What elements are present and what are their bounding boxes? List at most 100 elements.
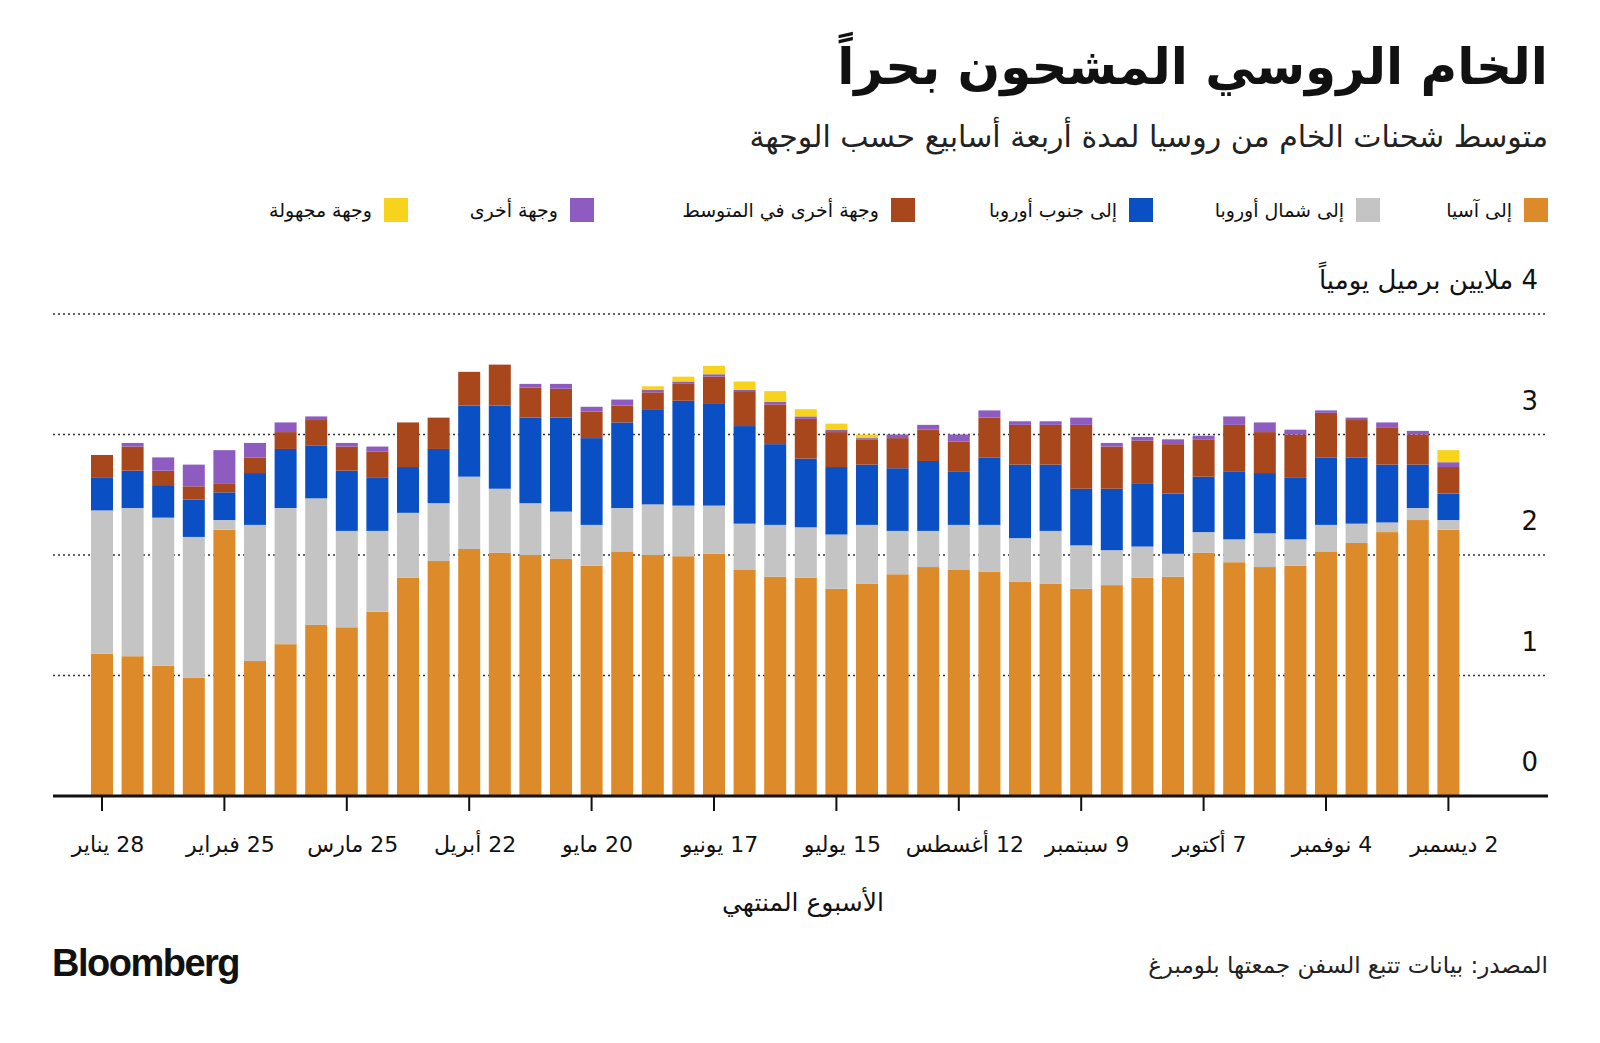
bar-segment [703,554,725,796]
bar-segment [244,457,266,473]
bar-segment [122,447,144,471]
bar-segment [734,381,756,389]
bar-segment [1009,421,1031,422]
bar-segment [550,384,572,389]
bar-segment [917,461,939,531]
legend-label: إلى شمال أوروبا [1215,201,1344,220]
source: المصدر: بيانات تتبع السفن جمعتها بلومبرغ [1148,954,1548,977]
bar-segment [336,442,358,443]
bar-segment [275,644,297,796]
bar-segment [1070,425,1092,489]
bar-segment [887,574,909,796]
bar-segment [887,531,909,574]
legend-swatch [1129,198,1153,222]
bar-segment [672,506,694,557]
bar-segment [152,518,174,666]
bar-segment [519,383,541,384]
bar-segment [183,500,205,537]
bar-segment [1040,531,1062,584]
bar-segment [305,445,327,498]
bar-segment [1437,462,1459,467]
bar-segment [1101,585,1123,796]
bar-segment [917,425,939,430]
bar-segment [122,508,144,656]
bar-segment [489,406,511,489]
bar-segment [1009,538,1031,581]
bar-segment [978,525,1000,572]
bar-segment [1376,422,1398,423]
bar-segment [948,525,970,570]
bar-segment [672,556,694,796]
bar-segment [122,443,144,447]
bar-segment [428,503,450,561]
bar-segment [458,549,480,796]
bar-segment [305,498,327,625]
bar-segment [948,472,970,525]
bar-segment [1070,489,1092,546]
bar-segment [1162,444,1184,493]
bar-segment [1346,418,1368,420]
bar-segment [428,417,450,418]
x-tick-label: 7 أكتوبر [1173,834,1247,856]
legend-label: إلى آسيا [1446,201,1512,220]
bar-segment [1162,439,1184,440]
legend-item: إلى شمال أوروبا [1215,198,1380,222]
bar-segment [152,666,174,796]
bar-segment [1101,443,1123,447]
bar-segment [336,627,358,796]
legend-item: وجهة أخرى في المتوسط [682,198,915,222]
bar-segment [91,454,113,455]
bar-segment [978,410,1000,417]
bar-segment [581,406,603,407]
bar-segment [734,426,756,524]
bar-segment [856,525,878,584]
bar-segment [183,486,205,499]
bar-segment [611,551,633,796]
bar-segment [703,506,725,554]
bar-segment [458,372,480,406]
bar-segment [642,386,664,390]
x-tick [1203,796,1205,811]
x-tick [223,796,225,811]
bar-segment [611,422,633,508]
legend-swatch [384,198,408,222]
grid-line [53,313,1548,314]
bar-segment [152,485,174,518]
x-tick-label: 25 مارس [307,834,398,856]
bar-segment [1193,532,1215,552]
bar-segment [917,430,939,461]
bar-segment [795,416,817,418]
bar-segment [550,512,572,559]
bar-segment [1407,435,1429,465]
bar-segment [428,561,450,796]
bar-segment [1284,429,1306,430]
bar-segment [672,401,694,506]
bar-segment [244,443,266,457]
bar-segment [1346,457,1368,523]
bar-segment [275,449,297,508]
bar-segment [397,578,419,796]
x-tick [713,796,715,811]
bar-segment [1254,567,1276,796]
bar-segment [856,435,878,439]
bar-segment [825,424,847,430]
bar-segment [734,569,756,796]
y-tick-label: 3 [1521,388,1538,414]
bar-segment [948,569,970,796]
bar-segment [275,422,297,423]
bar-segment [1070,589,1092,796]
bar-segment [948,442,970,472]
bar-segment [244,661,266,796]
bar-segment [1284,566,1306,796]
bar-segment [275,432,297,449]
bar-segment [1101,489,1123,550]
bar-segment [519,388,541,418]
bar-segment [1315,410,1337,411]
bar-segment [611,400,633,406]
bar-segment [734,390,756,391]
legend-swatch [570,198,594,222]
bar-segment [519,418,541,504]
bar-segment [764,444,786,525]
x-tick-label: 2 ديسمبر [1410,834,1498,856]
x-tick-label: 20 مايو [562,834,633,856]
